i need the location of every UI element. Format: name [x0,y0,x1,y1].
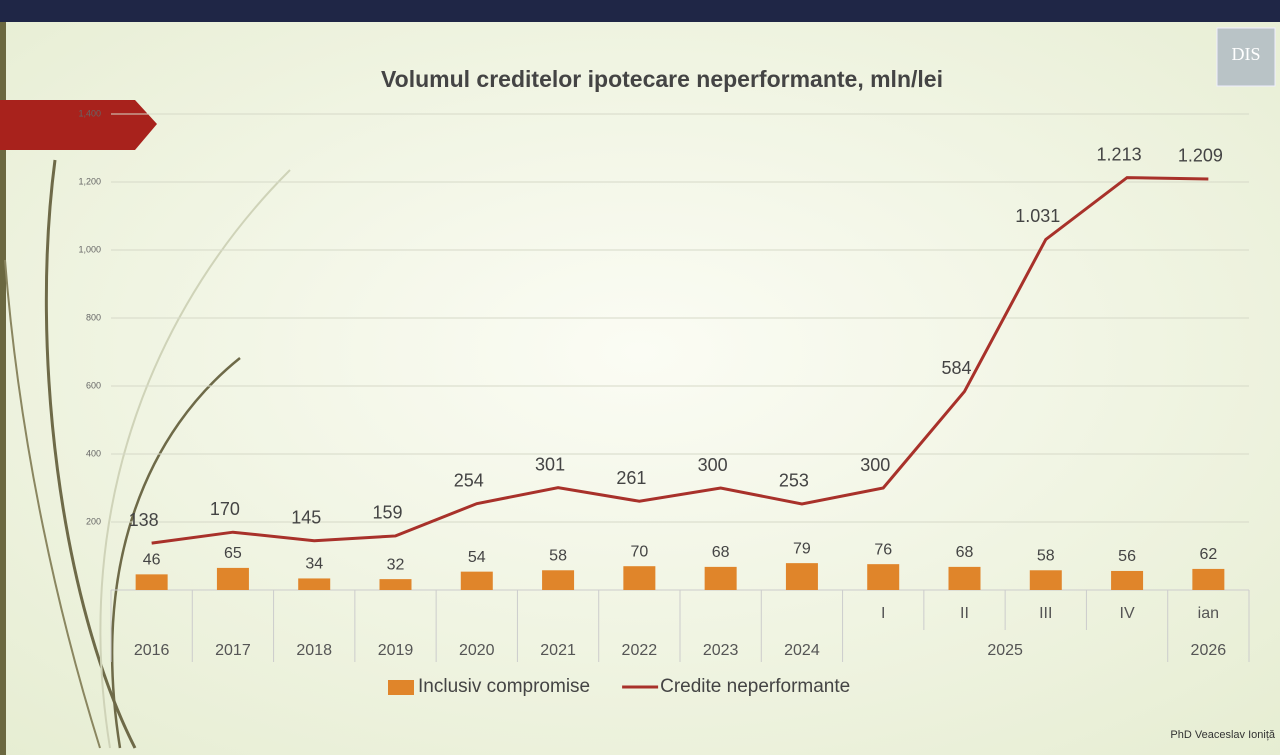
line-value-label: 1.031 [1015,206,1060,226]
bar [135,574,168,590]
line-value-label: 145 [291,507,321,527]
bar-value-label: 79 [793,540,811,557]
x-tick-label: III [1039,605,1052,622]
legend-swatch [388,680,414,695]
decor-curve [4,259,101,749]
x-tick-label: 2023 [703,642,739,659]
bar [1192,568,1225,590]
decor-curve [99,169,291,749]
x-tick-label: 2016 [134,642,170,659]
x-tick-label: 2022 [622,642,658,659]
y-tick-label: 1,400 [78,108,101,118]
bar-value-label: 32 [387,556,405,573]
x-group-label: 2026 [1191,642,1227,659]
bar [948,566,981,590]
bar-value-label: 68 [712,544,730,561]
line-value-label: 300 [698,455,728,475]
bar [867,564,900,590]
bar-value-label: 70 [630,543,648,560]
x-tick-label: 2024 [784,642,820,659]
y-tick-label: 1,000 [78,244,101,254]
footer: PhD Veaceslav Ioniță [1170,729,1275,741]
line-value-label: 1.209 [1178,146,1223,166]
x-tick-label: 2020 [459,642,495,659]
slide [0,22,1280,755]
x-tick-label: I [881,605,885,622]
line-value-label: 170 [210,499,240,519]
line-value-label: 1.213 [1097,144,1142,164]
bar-value-label: 46 [143,552,161,569]
red-arrow [0,100,157,150]
bar [379,579,412,590]
bar [298,578,331,590]
bar-value-label: 76 [874,541,892,558]
y-tick-label: 200 [86,516,101,526]
bar-value-label: 34 [305,556,323,573]
line-value-label: 138 [129,510,159,530]
logo: DIS [1231,44,1260,64]
line-value-label: 159 [372,503,402,523]
bar [1029,570,1062,590]
bar-value-label: 62 [1199,546,1217,563]
decor-curve [44,159,137,749]
decor-curve [110,357,241,749]
bar [216,567,249,590]
line-value-label: 261 [616,468,646,488]
bar-value-label: 65 [224,545,242,562]
x-tick-label: 2021 [540,642,576,659]
line-value-label: 254 [454,470,484,490]
x-group-label: 2025 [987,642,1023,659]
bar-value-label: 54 [468,549,486,566]
bar [460,571,493,590]
bar-value-label: 68 [956,544,974,561]
line-value-label: 301 [535,454,565,474]
bar [1111,570,1144,590]
bar [542,570,575,590]
x-tick-label: II [960,605,969,622]
line [151,176,1209,545]
left-edge [0,22,6,755]
bar-value-label: 56 [1118,548,1136,565]
x-tick-label: IV [1120,605,1135,622]
bar-value-label: 58 [549,547,567,564]
legend-label: Inclusiv compromise [418,676,590,697]
legend-label: Credite neperformante [660,676,850,697]
x-tick-label: 2018 [296,642,332,659]
bar-value-label: 58 [1037,547,1055,564]
line-value-label: 584 [941,358,971,378]
x-tick-label: 2019 [378,642,414,659]
chart-title: Volumul creditelor ipotecare neperforman… [381,66,943,92]
y-tick-label: 400 [86,448,101,458]
logo-box [1216,27,1276,87]
line-value-label: 300 [860,455,890,475]
y-tick-label: 600 [86,380,101,390]
bar [623,566,656,590]
x-tick-label: 2017 [215,642,251,659]
y-tick-label: 1,200 [78,176,101,186]
bar [785,563,818,590]
line-value-label: 253 [779,471,809,491]
top-band [0,0,1280,22]
bar [704,566,737,590]
y-tick-label: 800 [86,312,101,322]
x-tick-label: ian [1198,605,1219,622]
